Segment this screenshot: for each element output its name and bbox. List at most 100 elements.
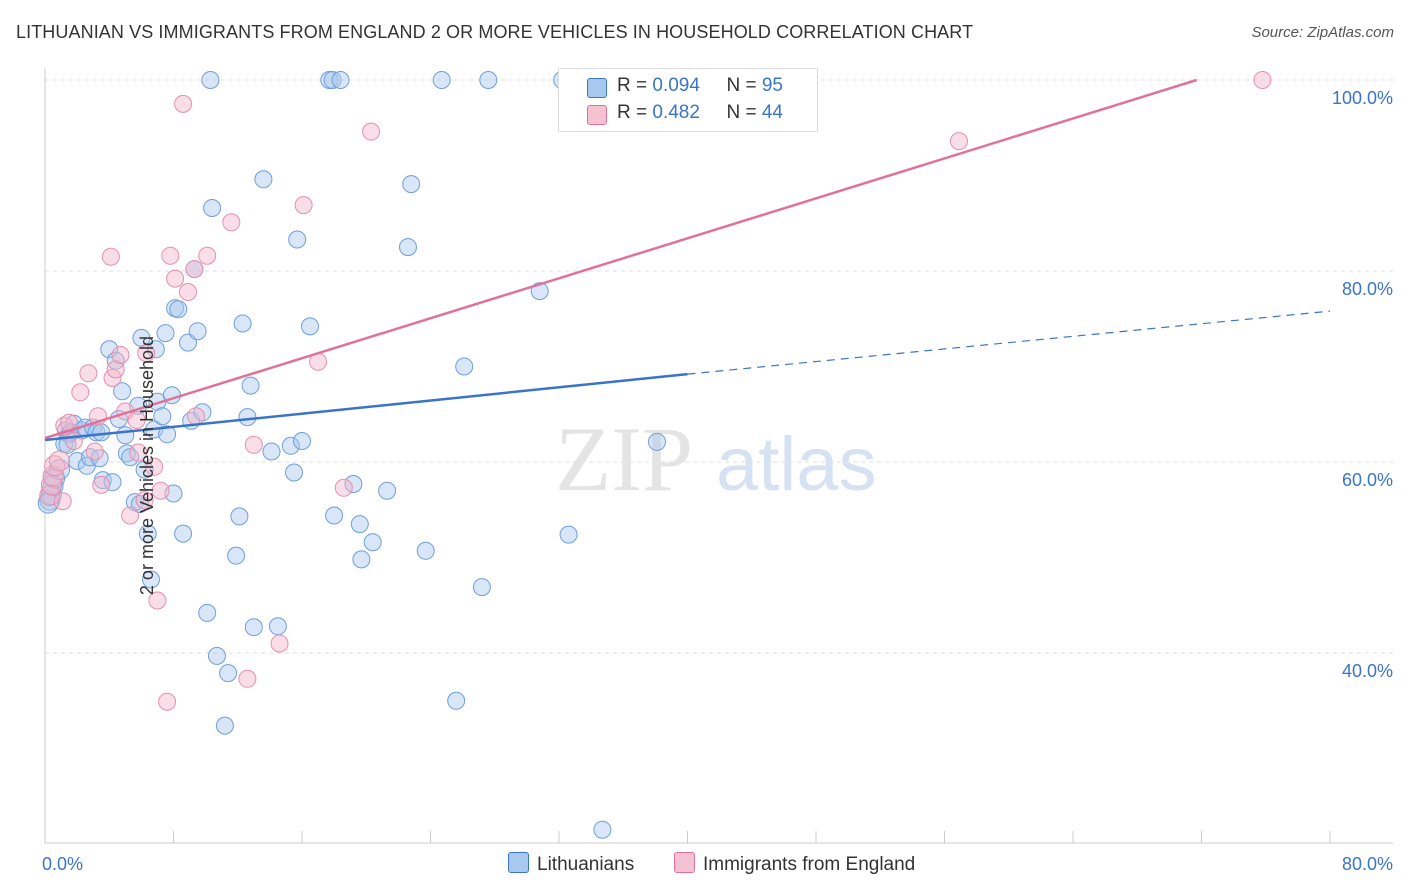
point-england	[85, 442, 104, 461]
point-england	[135, 491, 154, 510]
point-england	[71, 383, 90, 402]
point-lithuanians	[268, 617, 287, 636]
y-tick-label: 40.0%	[1342, 661, 1393, 681]
point-lithuanians	[325, 506, 344, 525]
trend-extension-lithuanians	[687, 310, 1331, 375]
x-tick-label: 80.0%	[1342, 854, 1393, 874]
legend-label: Immigrants from England	[703, 854, 916, 875]
point-lithuanians	[103, 473, 122, 492]
point-lithuanians	[350, 515, 369, 534]
point-england	[179, 283, 197, 301]
legend-n-value: 44	[761, 102, 783, 123]
point-lithuanians	[233, 314, 252, 333]
watermark-atlas: atlas	[716, 422, 877, 507]
legend-n-label: N =	[726, 102, 762, 123]
x-tick-labels: 0.0% 80.0%	[42, 854, 1393, 874]
y-tick-labels: 40.0% 60.0% 80.0% 100.0%	[1332, 88, 1393, 681]
point-england	[129, 443, 148, 462]
point-lithuanians	[262, 442, 281, 461]
point-lithuanians	[188, 322, 207, 341]
point-england	[185, 260, 204, 279]
point-lithuanians	[288, 230, 307, 249]
point-lithuanians	[285, 463, 303, 482]
point-lithuanians	[198, 603, 217, 622]
point-england	[145, 457, 164, 476]
point-lithuanians	[81, 448, 99, 467]
point-lithuanians	[281, 436, 300, 455]
point-lithuanians	[301, 317, 319, 336]
point-lithuanians	[37, 492, 59, 514]
point-england	[334, 478, 353, 497]
trend-line-england	[44, 78, 1198, 440]
point-england	[198, 246, 217, 265]
point-lithuanians	[92, 423, 111, 442]
chart-title: LITHUANIAN VS IMMIGRANTS FROM ENGLAND 2 …	[16, 22, 974, 42]
y-axis-label: 2 or more Vehicles in Household	[137, 335, 158, 596]
axes	[44, 68, 1393, 844]
legend-label: Lithuanians	[537, 854, 635, 875]
data-points	[37, 71, 1272, 839]
y-tick-label: 80.0%	[1342, 279, 1393, 299]
point-lithuanians	[158, 425, 177, 444]
point-england	[148, 591, 167, 610]
point-lithuanians	[169, 300, 188, 319]
point-lithuanians	[399, 238, 417, 257]
legend-r: R = 0.094 N = 95	[617, 75, 783, 97]
point-england	[137, 344, 156, 363]
legend-r-value: 0.094	[652, 75, 700, 96]
point-england	[64, 432, 83, 450]
point-england	[121, 506, 140, 525]
gridlines	[45, 79, 1393, 654]
legend-r: R = 0.482 N = 44	[617, 102, 783, 124]
point-lithuanians	[230, 507, 249, 526]
point-lithuanians	[138, 524, 157, 543]
source-label: Source: ZipAtlas.com	[1251, 24, 1394, 41]
point-lithuanians	[142, 570, 160, 589]
point-lithuanians	[227, 546, 246, 565]
point-england	[79, 364, 98, 383]
point-england	[187, 407, 205, 426]
point-lithuanians	[219, 664, 238, 683]
point-england	[127, 411, 146, 429]
point-england	[244, 435, 263, 454]
point-lithuanians	[432, 71, 451, 89]
point-lithuanians	[254, 170, 273, 189]
legend-swatch-blue	[587, 78, 607, 98]
y-tick-label: 60.0%	[1342, 470, 1393, 490]
point-lithuanians	[447, 691, 466, 710]
point-lithuanians	[156, 324, 175, 343]
point-lithuanians	[87, 423, 106, 442]
point-england	[106, 360, 125, 379]
legend-r-value: 0.482	[652, 102, 700, 123]
point-england	[161, 246, 180, 265]
point-england	[151, 481, 170, 500]
point-lithuanians	[378, 481, 397, 500]
point-lithuanians	[113, 382, 132, 401]
legend-swatch-pink	[674, 852, 695, 873]
point-lithuanians	[344, 475, 363, 493]
point-lithuanians	[244, 618, 263, 637]
point-lithuanians	[293, 432, 311, 450]
watermark-zip: ZIP	[555, 408, 693, 510]
point-lithuanians	[174, 524, 193, 543]
point-lithuanians	[238, 408, 257, 427]
legend-lithuanians: Lithuanians	[508, 852, 634, 876]
point-lithuanians	[207, 646, 226, 665]
point-england	[174, 94, 193, 113]
point-lithuanians	[153, 407, 172, 426]
point-lithuanians	[331, 71, 350, 89]
point-lithuanians	[472, 578, 491, 597]
legend-england: Immigrants from England	[674, 852, 915, 876]
trend-line-lithuanians	[44, 372, 688, 442]
point-england	[158, 692, 177, 711]
point-england	[49, 450, 70, 472]
point-england	[1253, 71, 1272, 89]
point-england	[92, 475, 111, 494]
legend-r-label: R =	[617, 102, 653, 123]
point-england	[166, 269, 185, 288]
point-england	[111, 346, 130, 364]
point-england	[222, 213, 241, 232]
point-lithuanians	[559, 525, 578, 544]
point-england	[950, 132, 968, 151]
